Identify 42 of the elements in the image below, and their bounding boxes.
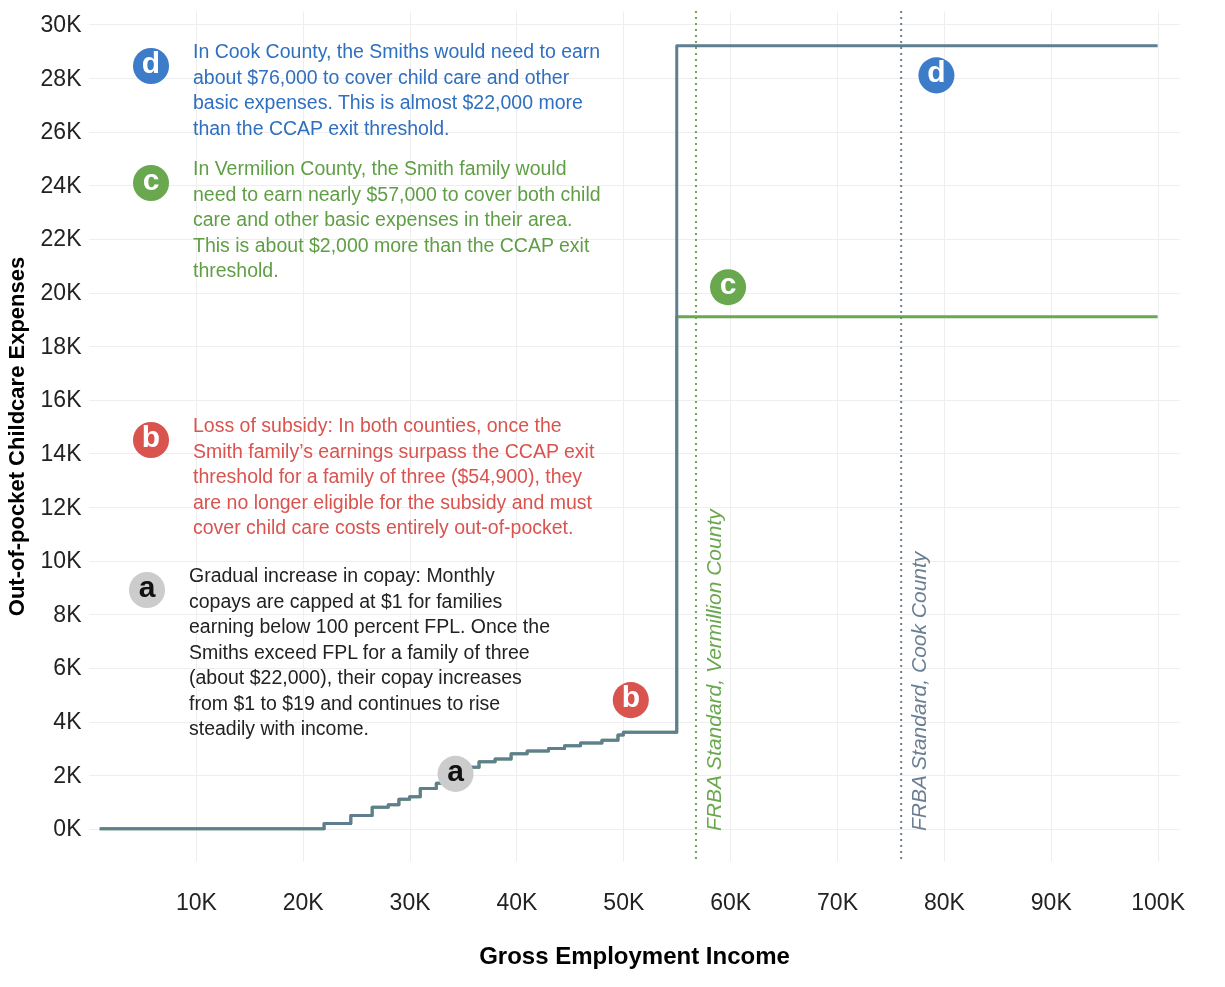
ref-line-label: FRBA Standard, Vermillion County <box>701 507 725 831</box>
y-tick-label: 30K <box>40 10 83 37</box>
annotation: Loss of subsidy: In both counties, once the Smith family’s earnings surpass the CCAP exit threshold for a family of three ($54,900), they are no longer eligible for the subsidy and must cover child care costs entirely out-of-pocket. <box>193 414 595 538</box>
x-tick-label: 60K <box>710 888 752 915</box>
annotation: In Vermilion County, the Smith family would need to earn nearly $57,000 to cover both child care and other basic expenses in their area. This is about $2,000 more than the CCAP exit threshold. <box>193 157 601 281</box>
y-tick-label: 8K <box>53 600 83 627</box>
text: d <box>141 46 161 79</box>
x-tick-label: 30K <box>389 888 432 915</box>
y-tick-label: 22K <box>40 225 83 252</box>
y-tick-label: 2K <box>53 761 83 788</box>
y-tick-label: 18K <box>40 332 83 359</box>
x-tick-label: 50K <box>603 888 645 915</box>
y-tick-label: 10K <box>40 547 83 574</box>
x-tick-label: 40K <box>496 888 539 915</box>
x-tick-label: 10K <box>175 888 218 915</box>
y-tick-label: 26K <box>40 118 83 145</box>
y-tick-label: 6K <box>53 654 83 681</box>
y-tick-label: 14K <box>40 439 83 466</box>
y-tick-label: 12K <box>40 493 83 520</box>
x-axis-title: Gross Employment Income <box>479 941 790 969</box>
y-tick-label: 0K <box>53 815 83 842</box>
annotation: b <box>621 680 640 714</box>
text: a <box>138 570 156 603</box>
annotation: Gradual increase in copay: Monthly copays are capped at $1 for families earning below 100 percent FPL. Once the Smiths exceed FPL for a family of three (about $22,000), their copay increases from $1 to $19 and continues to rise steadily with income. <box>189 564 550 739</box>
y-axis-title: Out-of-pocket Childcare Expenses <box>3 256 29 617</box>
ref-line-label: FRBA Standard, Cook County <box>907 550 931 831</box>
x-tick-label: 100K <box>1131 888 1186 915</box>
x-tick-label: 80K <box>923 888 966 915</box>
annotation: c <box>719 267 737 301</box>
annotation: In Cook County, the Smiths would need to earn about $76,000 to cover child care and other basic expenses. This is almost $22,000 more than the CCAP exit threshold. <box>193 40 601 139</box>
y-tick-label: 4K <box>53 708 83 735</box>
x-tick-label: 20K <box>282 888 325 915</box>
y-tick-label: 28K <box>40 64 83 91</box>
x-tick-label: 90K <box>1030 888 1073 915</box>
y-tick-label: 20K <box>40 279 83 306</box>
y-tick-label: 24K <box>40 171 83 198</box>
text: c <box>142 163 160 196</box>
y-tick-label: 16K <box>40 386 83 413</box>
x-tick-label: 70K <box>817 888 859 915</box>
annotation: a <box>447 753 465 787</box>
annotation: d <box>927 55 946 89</box>
text: b <box>141 420 161 453</box>
